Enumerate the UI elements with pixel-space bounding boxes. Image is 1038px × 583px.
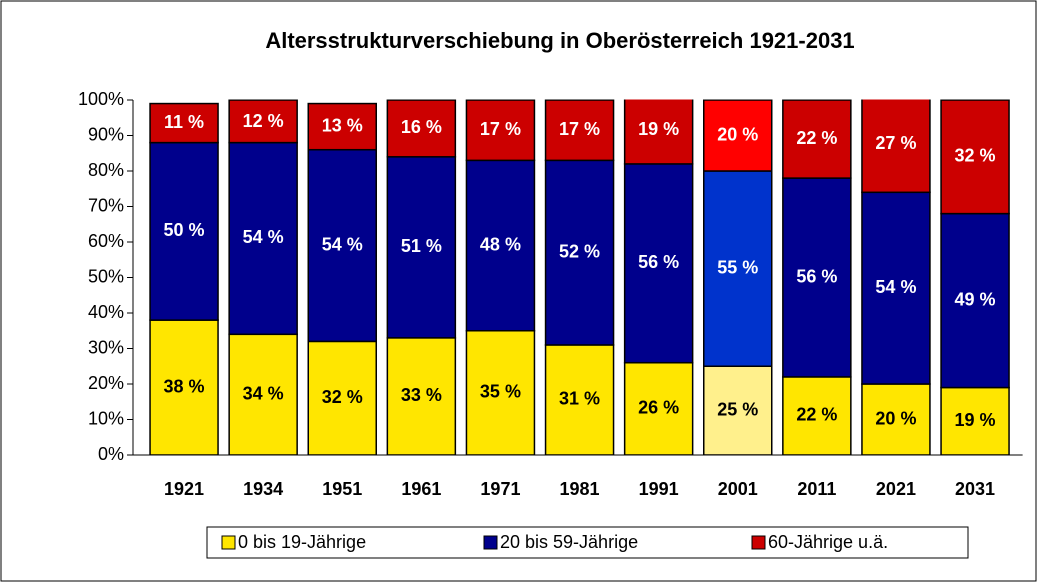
bar-segment (782, 376, 852, 456)
data-label: 52 % (559, 241, 600, 261)
bar-segment (149, 141, 219, 321)
bar-segment (307, 102, 377, 151)
bar-segment (386, 99, 457, 158)
bar-segment (228, 333, 298, 456)
y-tick-label: 100% (78, 89, 124, 109)
bar-segment (861, 191, 931, 385)
legend-swatch (483, 535, 498, 550)
bar-segment (623, 99, 694, 165)
data-label: 22 % (796, 128, 837, 148)
data-label: 55 % (717, 257, 758, 277)
data-label: 25 % (717, 399, 758, 419)
bar-segment (782, 177, 852, 378)
bar-segment (228, 99, 298, 144)
y-tick-label: 40% (88, 302, 124, 322)
data-label: 54 % (875, 277, 916, 297)
bar-segment (703, 99, 773, 172)
data-label: 17 % (480, 119, 521, 139)
data-label: 48 % (480, 234, 521, 254)
bar-segment (465, 159, 536, 332)
bar-segment (544, 159, 615, 346)
bar-segment (307, 148, 377, 343)
x-tick-label: 1934 (243, 479, 283, 499)
bar-segment (149, 102, 219, 144)
bar-segment (940, 99, 1010, 215)
data-label: 54 % (322, 234, 363, 254)
data-label: 35 % (480, 382, 521, 402)
plot-area (149, 99, 1010, 456)
bar-segment (544, 99, 615, 162)
data-label: 32 % (955, 146, 996, 166)
y-tick-label: 60% (88, 231, 124, 251)
data-label: 17 % (559, 119, 600, 139)
data-label: 33 % (401, 385, 442, 405)
data-label: 34 % (243, 383, 284, 403)
data-label: 49 % (955, 289, 996, 309)
data-label: 32 % (322, 387, 363, 407)
data-label: 51 % (401, 236, 442, 256)
x-tick-label: 1921 (164, 479, 204, 499)
x-tick-label: 1981 (560, 479, 600, 499)
y-tick-label: 80% (88, 160, 124, 180)
x-tick-label: 1991 (639, 479, 679, 499)
legend-label: 60-Jährige u.ä. (768, 532, 888, 552)
x-tick-label: 1961 (401, 479, 441, 499)
data-label: 20 % (717, 124, 758, 144)
data-label: 12 % (243, 111, 284, 131)
bar-segment (386, 156, 457, 339)
data-label: 16 % (401, 117, 442, 137)
bar-segment (861, 99, 931, 194)
data-label: 19 % (955, 410, 996, 430)
y-tick-label: 20% (88, 373, 124, 393)
x-tick-label: 1971 (480, 479, 520, 499)
data-label: 11 % (164, 112, 204, 132)
bar-segment (386, 337, 457, 456)
x-tick-label: 2011 (797, 479, 836, 499)
data-label: 54 % (243, 227, 284, 247)
data-label: 19 % (638, 119, 679, 139)
y-tick-label: 70% (88, 195, 124, 215)
data-label: 26 % (638, 398, 679, 418)
bar-segment (623, 361, 694, 456)
data-label: 27 % (875, 133, 916, 153)
y-tick-label: 50% (88, 266, 124, 286)
data-label: 22 % (796, 405, 837, 425)
chart-title: Altersstrukturverschiebung in Oberösterr… (265, 28, 854, 53)
bar-segment (703, 170, 773, 367)
x-tick-label: 2001 (718, 479, 758, 499)
y-tick-label: 90% (88, 124, 124, 144)
data-label: 31 % (559, 389, 600, 409)
y-tick-label: 30% (88, 337, 124, 357)
data-label: 56 % (638, 252, 679, 272)
bar-segment (782, 99, 852, 179)
y-tick-label: 10% (88, 408, 124, 428)
data-label: 13 % (322, 115, 363, 135)
legend-swatch (221, 535, 236, 550)
legend-label: 20 bis 59-Jährige (500, 532, 638, 552)
x-tick-label: 2021 (876, 479, 916, 499)
x-tick-label: 2031 (955, 479, 995, 499)
data-label: 56 % (796, 266, 837, 286)
data-label: 38 % (164, 376, 205, 396)
data-label: 20 % (875, 408, 916, 428)
legend-label: 0 bis 19-Jährige (238, 532, 366, 552)
legend-frame (206, 526, 969, 559)
bar-segment (465, 99, 536, 162)
bar-segment (228, 141, 298, 336)
bar-segment (544, 344, 615, 456)
y-tick-label: 0% (98, 444, 124, 464)
data-label: 50 % (164, 220, 205, 240)
legend-swatch (751, 535, 766, 550)
x-tick-label: 1951 (322, 479, 362, 499)
